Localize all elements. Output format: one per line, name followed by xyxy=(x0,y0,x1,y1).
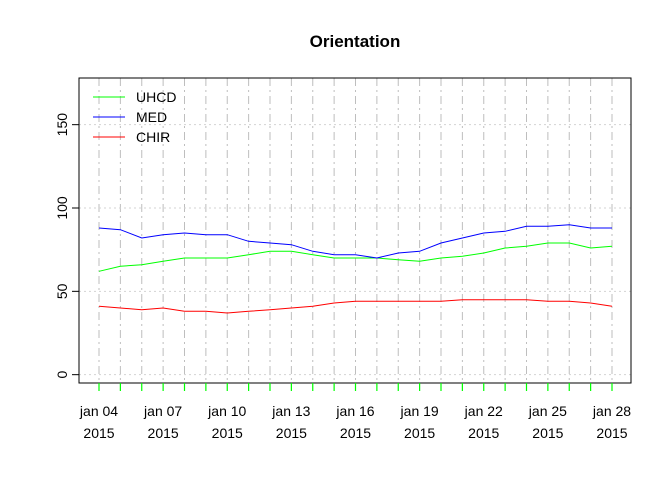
legend-label-uhcd: UHCD xyxy=(136,89,176,105)
legend: UHCD MED CHIR xyxy=(93,89,176,145)
x-tick-label: jan 16 xyxy=(335,403,374,419)
x-tick-label: jan 10 xyxy=(207,403,246,419)
x-tick-label-year: 2015 xyxy=(276,425,307,441)
x-tick-label-year: 2015 xyxy=(212,425,243,441)
x-tick-label-year: 2015 xyxy=(404,425,435,441)
x-tick-label: jan 28 xyxy=(592,403,631,419)
y-tick-label: 0 xyxy=(54,371,70,379)
x-tick-label: jan 22 xyxy=(464,403,503,419)
y-tick-label: 100 xyxy=(54,196,70,220)
x-tick-label-year: 2015 xyxy=(532,425,563,441)
x-tick-label-year: 2015 xyxy=(148,425,179,441)
x-tick-label: jan 04 xyxy=(79,403,118,419)
x-tick-label-year: 2015 xyxy=(83,425,114,441)
series-line-chir xyxy=(98,299,613,314)
x-tick-label-year: 2015 xyxy=(468,425,499,441)
x-tick-label-year: 2015 xyxy=(340,425,371,441)
y-tick-label: 50 xyxy=(54,283,70,299)
x-tick-label: jan 19 xyxy=(400,403,439,419)
series-layer xyxy=(98,224,613,314)
y-tick-label: 150 xyxy=(54,113,70,137)
x-tick-label: jan 07 xyxy=(143,403,182,419)
chart-title: Orientation xyxy=(310,32,401,51)
series-line-uhcd xyxy=(98,242,613,272)
x-tick-label: jan 25 xyxy=(528,403,567,419)
legend-label-med: MED xyxy=(136,109,167,125)
series-line-med xyxy=(98,224,612,259)
x-tick-label: jan 13 xyxy=(271,403,310,419)
axes-layer: 0 50 100 150 jan 04 2015 jan 07 2015 jan 10 2015 j… xyxy=(54,77,632,441)
x-tick-label-year: 2015 xyxy=(596,425,627,441)
legend-label-chir: CHIR xyxy=(136,129,170,145)
grid-layer xyxy=(79,78,631,383)
